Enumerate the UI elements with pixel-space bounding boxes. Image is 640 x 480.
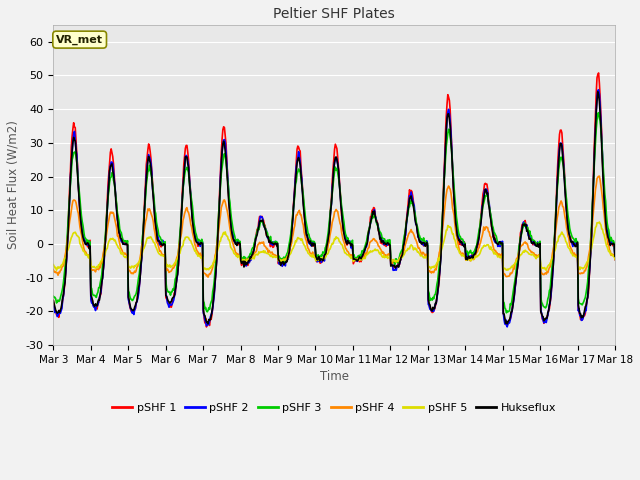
pSHF 3 <box>502 310 510 316</box>
pSHF 1 <box>60 292 67 298</box>
Hukseflux <box>49 298 57 303</box>
pSHF 3 <box>204 308 212 313</box>
pSHF 2 <box>175 263 182 268</box>
pSHF 3 <box>403 219 410 225</box>
pSHF 4 <box>596 173 604 179</box>
pSHF 5 <box>49 262 57 267</box>
pSHF 4 <box>49 267 57 273</box>
pSHF 4 <box>611 257 619 263</box>
pSHF 4 <box>118 246 125 252</box>
pSHF 5 <box>60 256 68 262</box>
pSHF 5 <box>420 255 428 261</box>
Hukseflux <box>419 240 427 245</box>
Hukseflux <box>594 89 602 95</box>
pSHF 3 <box>60 279 67 285</box>
Hukseflux <box>503 321 511 327</box>
Line: Hukseflux: Hukseflux <box>53 92 615 324</box>
Line: pSHF 4: pSHF 4 <box>53 176 615 277</box>
pSHF 3 <box>419 238 427 244</box>
pSHF 4 <box>420 250 428 256</box>
pSHF 2 <box>403 221 410 227</box>
pSHF 1 <box>595 70 602 76</box>
Line: pSHF 2: pSHF 2 <box>53 90 615 327</box>
pSHF 1 <box>611 252 619 258</box>
Y-axis label: Soil Heat Flux (W/m2): Soil Heat Flux (W/m2) <box>7 120 20 250</box>
pSHF 2 <box>419 240 427 245</box>
pSHF 2 <box>611 257 619 263</box>
pSHF 3 <box>595 110 602 116</box>
pSHF 3 <box>611 253 619 259</box>
pSHF 3 <box>49 293 57 299</box>
pSHF 2 <box>118 239 125 244</box>
Hukseflux <box>204 321 212 327</box>
pSHF 1 <box>203 324 211 330</box>
pSHF 4 <box>60 263 67 268</box>
pSHF 5 <box>611 256 619 262</box>
pSHF 2 <box>503 324 511 330</box>
Title: Peltier SHF Plates: Peltier SHF Plates <box>273 7 395 21</box>
Line: pSHF 1: pSHF 1 <box>53 73 615 327</box>
Hukseflux <box>175 262 182 268</box>
pSHF 3 <box>175 251 182 256</box>
pSHF 5 <box>52 267 60 273</box>
pSHF 5 <box>118 250 126 256</box>
pSHF 5 <box>205 267 212 273</box>
pSHF 2 <box>595 87 602 93</box>
Line: pSHF 3: pSHF 3 <box>53 113 615 313</box>
pSHF 1 <box>403 210 411 216</box>
Hukseflux <box>611 253 619 259</box>
pSHF 4 <box>205 272 212 278</box>
pSHF 2 <box>60 293 67 299</box>
pSHF 3 <box>118 230 125 236</box>
pSHF 1 <box>205 321 212 327</box>
pSHF 4 <box>204 274 212 280</box>
Hukseflux <box>60 291 67 297</box>
Line: pSHF 5: pSHF 5 <box>53 222 615 270</box>
pSHF 5 <box>175 251 183 256</box>
pSHF 1 <box>420 243 428 249</box>
Legend: pSHF 1, pSHF 2, pSHF 3, pSHF 4, pSHF 5, Hukseflux: pSHF 1, pSHF 2, pSHF 3, pSHF 4, pSHF 5, … <box>108 399 561 418</box>
pSHF 5 <box>403 248 411 253</box>
pSHF 1 <box>49 298 57 303</box>
X-axis label: Time: Time <box>319 371 349 384</box>
pSHF 1 <box>175 263 182 268</box>
pSHF 2 <box>204 322 212 327</box>
pSHF 1 <box>118 236 125 242</box>
Hukseflux <box>118 236 125 241</box>
pSHF 2 <box>49 303 57 309</box>
pSHF 4 <box>175 250 182 255</box>
Hukseflux <box>403 220 410 226</box>
pSHF 5 <box>596 219 604 225</box>
pSHF 4 <box>403 236 411 241</box>
Text: VR_met: VR_met <box>56 35 103 45</box>
